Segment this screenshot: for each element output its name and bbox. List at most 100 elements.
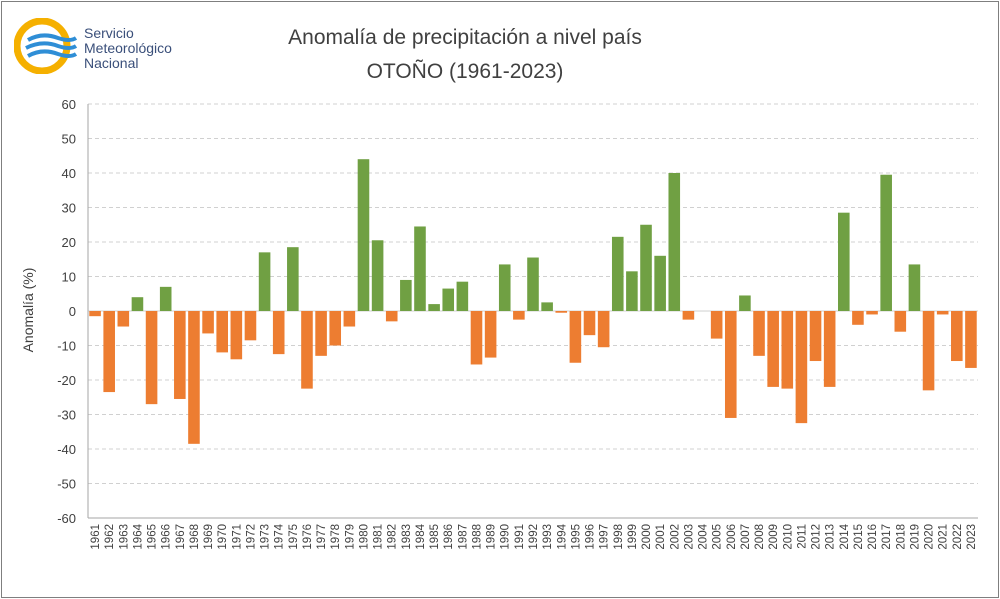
x-tick-label: 1999 — [627, 524, 639, 550]
bar — [809, 311, 822, 362]
y-tick-label: 40 — [62, 166, 76, 181]
bar — [159, 286, 172, 311]
bar — [202, 311, 214, 334]
bar — [315, 311, 327, 356]
x-tick-label: 2019 — [909, 524, 921, 550]
x-tick-label: 1992 — [528, 524, 540, 550]
bar — [385, 311, 398, 322]
x-tick-label: 2009 — [768, 524, 780, 550]
logo-text: Servicio Meteorológico Nacional — [84, 26, 172, 71]
x-tick-label: 2013 — [825, 524, 837, 550]
x-tick-label: 2015 — [853, 524, 865, 550]
x-tick-label: 2010 — [782, 524, 794, 550]
x-tick-label: 1995 — [570, 524, 582, 550]
x-tick-label: 1981 — [373, 524, 385, 550]
x-tick-label: 1966 — [161, 524, 173, 550]
bar — [541, 302, 553, 311]
x-tick-label: 1975 — [288, 524, 300, 550]
bar — [724, 311, 737, 418]
bar — [428, 304, 440, 311]
x-tick-label: 1976 — [302, 524, 314, 550]
bar — [301, 311, 313, 389]
x-tick-label: 1980 — [358, 524, 370, 550]
x-tick-label: 2021 — [938, 524, 950, 550]
y-tick-label: 60 — [62, 97, 76, 112]
x-tick-label: 1968 — [189, 524, 201, 550]
bar — [400, 279, 412, 311]
x-tick-label: 1983 — [401, 524, 413, 550]
x-tick-label: 1971 — [231, 524, 243, 550]
bar — [781, 311, 794, 389]
x-tick-label: 1994 — [556, 523, 568, 549]
y-tick-label: 0 — [69, 304, 76, 319]
x-tick-label: 1963 — [118, 524, 130, 550]
chart-subtitle: OTOÑO (1961-2023) — [366, 60, 564, 83]
x-tick-label: 1969 — [203, 524, 215, 550]
y-tick-label: 10 — [62, 270, 76, 285]
x-tick-label: 1984 — [415, 523, 427, 549]
bar — [795, 311, 808, 424]
bar — [287, 247, 299, 311]
smn-logo-icon — [13, 17, 78, 75]
bar — [89, 311, 101, 317]
x-tick-label: 2011 — [796, 524, 808, 549]
x-tick-label: 2017 — [881, 524, 893, 550]
bar — [922, 311, 935, 391]
bar — [484, 311, 497, 358]
y-tick-label: -30 — [57, 408, 76, 423]
y-tick-label: 20 — [62, 235, 76, 250]
x-tick-label: 2006 — [726, 524, 738, 550]
x-tick-label: 1962 — [104, 524, 116, 550]
bar — [908, 264, 921, 311]
bar — [188, 311, 200, 444]
y-tick-label: -40 — [57, 442, 76, 457]
x-tick-label: 1967 — [175, 524, 187, 550]
bar — [527, 257, 539, 311]
x-tick-label: 1982 — [387, 524, 399, 550]
y-tick-label: 50 — [62, 132, 76, 147]
bar — [555, 311, 568, 313]
logo-line-2: Meteorológico — [84, 40, 172, 56]
x-tick-label: 2004 — [698, 523, 710, 549]
x-tick-label: 1993 — [542, 524, 554, 550]
bar — [498, 264, 511, 311]
smn-logo: Servicio Meteorológico Nacional — [13, 17, 204, 75]
x-tick-label: 1989 — [486, 524, 498, 550]
bar — [936, 311, 949, 315]
bar — [838, 212, 850, 311]
bar — [329, 311, 342, 346]
x-tick-label: 1970 — [217, 524, 229, 550]
y-tick-label: -50 — [57, 477, 76, 492]
x-tick-label: 2016 — [867, 524, 879, 550]
bar — [965, 311, 977, 368]
bar — [343, 311, 356, 327]
bar — [866, 311, 878, 315]
bar — [442, 288, 455, 311]
x-tick-label: 1996 — [585, 524, 597, 550]
x-tick-label: 2000 — [641, 524, 653, 550]
bar — [583, 311, 596, 336]
bar — [216, 311, 228, 353]
bar — [597, 311, 610, 348]
bar — [272, 311, 285, 355]
x-tick-label: 1990 — [500, 524, 512, 550]
x-tick-label: 1991 — [514, 524, 526, 550]
logo-line-1: Servicio — [84, 25, 134, 41]
bar — [244, 311, 257, 341]
x-tick-label: 2003 — [683, 524, 695, 550]
x-tick-label: 1997 — [599, 524, 611, 550]
x-tick-label: 1978 — [330, 524, 342, 550]
x-tick-label: 2002 — [669, 524, 681, 550]
bar — [230, 311, 243, 360]
bar — [131, 297, 144, 311]
bar — [258, 252, 271, 311]
bar — [880, 174, 892, 311]
bar — [117, 311, 130, 327]
x-tick-label: 1977 — [316, 524, 328, 550]
bar — [682, 311, 695, 320]
x-tick-label: 2014 — [839, 523, 851, 549]
x-tick-label: 1972 — [245, 524, 257, 550]
bar — [767, 311, 779, 387]
x-tick-label: 2023 — [966, 524, 978, 550]
x-tick-label: 1988 — [471, 524, 483, 550]
